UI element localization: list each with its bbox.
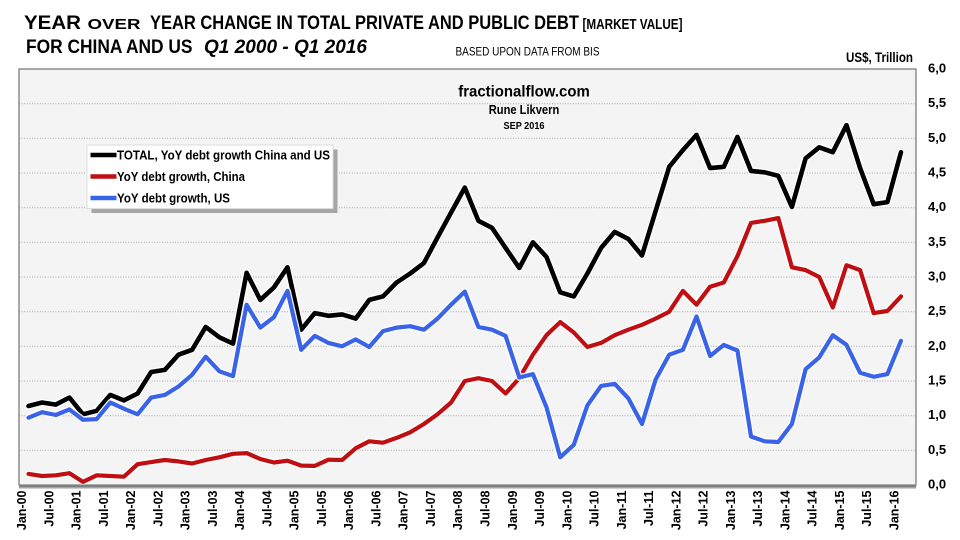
svg-text:Jan-15: Jan-15: [833, 490, 847, 530]
svg-text:Jul-08: Jul-08: [479, 490, 493, 526]
svg-text:Jul-13: Jul-13: [751, 490, 765, 526]
svg-text:Jan-03: Jan-03: [179, 490, 193, 530]
svg-text:0,0: 0,0: [928, 477, 946, 492]
svg-text:2,5: 2,5: [928, 303, 946, 318]
svg-text:Jan-01: Jan-01: [70, 490, 84, 530]
svg-text:Jan-14: Jan-14: [778, 490, 792, 530]
svg-text:Jan-13: Jan-13: [724, 490, 738, 530]
svg-text:Jan-05: Jan-05: [288, 490, 302, 530]
svg-text:Jan-00: Jan-00: [15, 490, 29, 530]
svg-text:Jul-11: Jul-11: [642, 490, 656, 525]
svg-text:Jan-04: Jan-04: [233, 490, 247, 530]
svg-text:2,0: 2,0: [928, 338, 946, 353]
svg-text:Jul-06: Jul-06: [370, 490, 384, 526]
svg-text:4,5: 4,5: [928, 165, 946, 180]
svg-text:Jan-10: Jan-10: [560, 490, 574, 530]
svg-text:Jul-15: Jul-15: [860, 490, 874, 526]
svg-text:3,5: 3,5: [928, 234, 946, 249]
svg-text:Jan-11: Jan-11: [615, 490, 629, 529]
svg-text:Jul-09: Jul-09: [533, 490, 547, 526]
svg-text:Jan-08: Jan-08: [451, 490, 465, 530]
svg-text:Jan-09: Jan-09: [506, 490, 520, 530]
svg-text:3,0: 3,0: [928, 269, 946, 284]
svg-text:Jan-16: Jan-16: [888, 490, 902, 530]
svg-text:YoY debt growth, China: YoY debt growth, China: [117, 169, 246, 184]
svg-text:Jan-12: Jan-12: [669, 490, 683, 530]
svg-text:Jan-02: Jan-02: [124, 490, 138, 530]
svg-text:Jan-07: Jan-07: [397, 490, 411, 530]
svg-text:BASED UPON DATA FROM BIS: BASED UPON DATA FROM BIS: [456, 45, 600, 59]
svg-text:YoY debt growth, US: YoY debt growth, US: [117, 191, 230, 206]
svg-text:Jul-14: Jul-14: [806, 490, 820, 526]
svg-text:Rune Likvern: Rune Likvern: [489, 103, 560, 117]
svg-text:TOTAL, YoY debt growth China a: TOTAL, YoY debt growth China and US: [117, 148, 330, 163]
svg-text:5,0: 5,0: [928, 130, 946, 145]
svg-text:Jan-06: Jan-06: [342, 490, 356, 530]
svg-text:Jul-04: Jul-04: [260, 490, 274, 526]
svg-text:Jul-03: Jul-03: [206, 490, 220, 526]
svg-text:1,0: 1,0: [928, 407, 946, 422]
svg-text:6,0: 6,0: [928, 61, 946, 76]
svg-text:Jul-02: Jul-02: [151, 490, 165, 526]
svg-text:Jul-12: Jul-12: [697, 490, 711, 526]
svg-text:Jul-10: Jul-10: [588, 490, 602, 526]
svg-text:5,5: 5,5: [928, 95, 946, 110]
svg-text:Jul-00: Jul-00: [42, 490, 56, 526]
svg-text:Jul-01: Jul-01: [97, 490, 111, 526]
svg-text:US$, Trillion: US$, Trillion: [846, 50, 913, 65]
svg-text:1,5: 1,5: [928, 373, 946, 388]
svg-text:0,5: 0,5: [928, 442, 946, 457]
svg-text:fractionalflow.com: fractionalflow.com: [458, 84, 590, 101]
svg-text:Jul-07: Jul-07: [424, 490, 438, 526]
svg-text:4,0: 4,0: [928, 199, 946, 214]
svg-text:Jul-05: Jul-05: [315, 490, 329, 526]
svg-text:SEP 2016: SEP 2016: [504, 120, 545, 132]
